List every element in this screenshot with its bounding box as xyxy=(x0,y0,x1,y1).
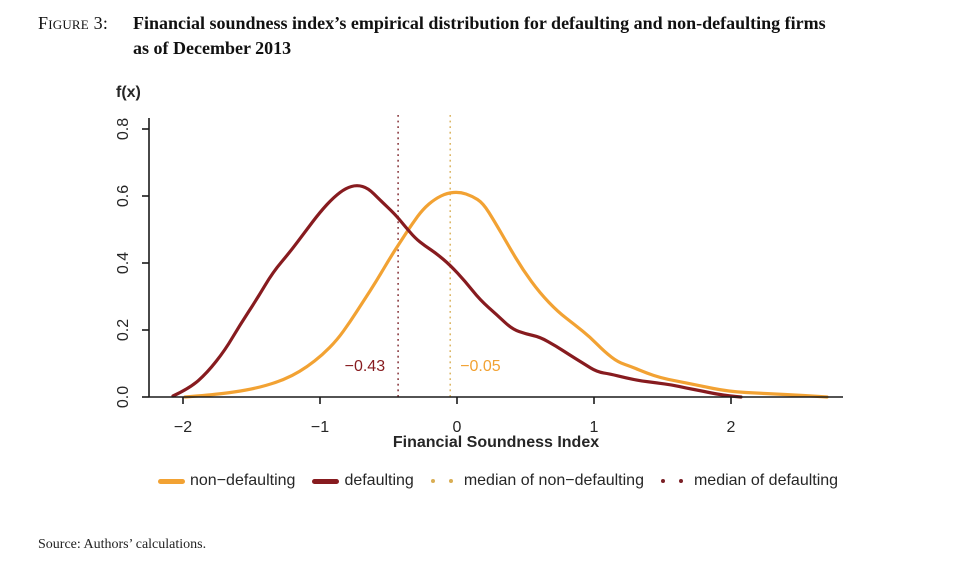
legend-dot xyxy=(448,479,453,483)
legend-dot xyxy=(430,479,435,483)
curve-non-defaulting xyxy=(183,190,829,399)
y-tick-label: 0.6 xyxy=(115,185,132,207)
legend-item-label: non−defaulting xyxy=(190,472,296,489)
x-tick-label: 0 xyxy=(453,419,462,436)
figure-number-label: Figure 3: xyxy=(38,13,109,33)
source-note: Source: Authors’ calculations. xyxy=(38,537,207,552)
y-tick-label: 0.8 xyxy=(115,118,132,140)
legend-item-non-defaulting: non−defaulting xyxy=(158,472,295,490)
chart-svg: −0.43 −0.05 0.0 0.2 0.4 0.6 0.8 −2 −1 0 1 2 f(x) Fina… xyxy=(115,84,843,451)
legend-item-median-of-non-defaulting: median of non−defaulting xyxy=(430,472,644,490)
median-label-median-of-non-defaulting: −0.05 xyxy=(460,358,501,375)
y-tick-label: 0.4 xyxy=(115,252,132,274)
legend-dots-swatch xyxy=(430,479,453,483)
y-tick-label: 0.2 xyxy=(115,319,132,341)
y-axis-title: f(x) xyxy=(116,84,141,101)
legend-line-swatch xyxy=(312,478,340,484)
curve-defaulting xyxy=(171,184,743,399)
x-tick-label: −1 xyxy=(311,419,329,436)
x-tick-label: 2 xyxy=(727,419,736,436)
legend-dots-swatch xyxy=(660,479,683,483)
median-label-median-of-defaulting: −0.43 xyxy=(345,358,386,375)
figure-title: Figure 3: Financial soundness index’s em… xyxy=(38,11,928,61)
legend-item-defaulting: defaulting xyxy=(312,472,414,490)
legend: non−defaulting defaulting median of non−de… xyxy=(158,472,838,490)
legend-dot xyxy=(660,479,665,483)
legend-item-label: defaulting xyxy=(344,472,414,489)
legend-line-swatch xyxy=(158,478,185,484)
figure-title-text: Financial soundness index’s empirical di… xyxy=(133,11,826,61)
legend-item-median-of-defaulting: median of defaulting xyxy=(660,472,839,490)
x-tick-label: −2 xyxy=(174,419,192,436)
y-tick-label: 0.0 xyxy=(115,386,132,408)
legend-dot xyxy=(678,479,683,483)
legend-item-label: median of defaulting xyxy=(693,472,839,489)
legend-item-label: median of non−defaulting xyxy=(463,472,644,489)
x-axis-title: Financial Soundness Index xyxy=(393,434,599,451)
figure-title-line1: Financial soundness index’s empirical di… xyxy=(133,13,826,33)
x-tick-label: 1 xyxy=(590,419,599,436)
figure-title-line2: as of December 2013 xyxy=(133,38,292,58)
